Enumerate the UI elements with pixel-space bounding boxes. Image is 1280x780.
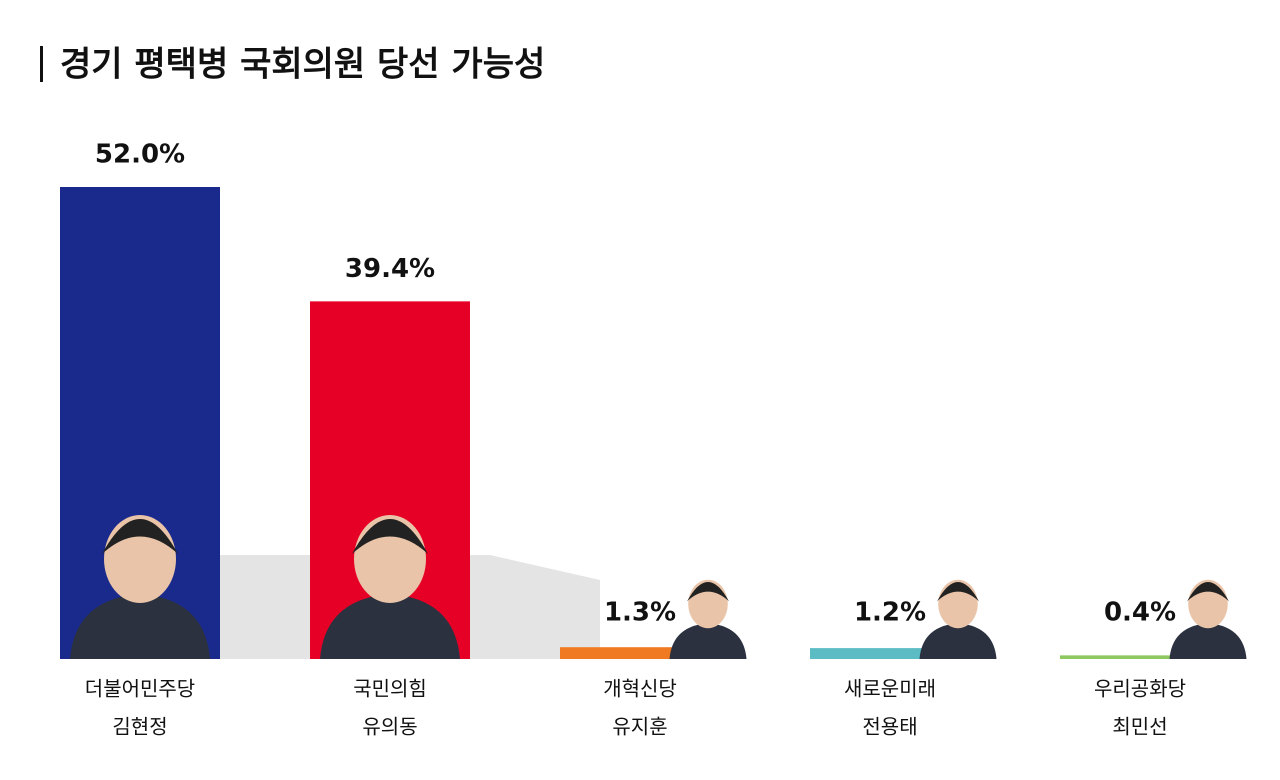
candidate-label: 유지훈 [612, 715, 667, 739]
bar [560, 647, 720, 659]
chart-title: 경기 평택병 국회의원 당선 가능성 [60, 45, 545, 85]
photo-body [919, 623, 997, 659]
category-label: 개혁신당 [603, 677, 677, 701]
value-label: 39.4% [345, 254, 435, 284]
category-label: 국민의힘 [353, 677, 427, 701]
photo-hair [687, 582, 729, 602]
value-label: 0.4% [1104, 598, 1176, 628]
value-label: 52.0% [95, 140, 185, 170]
category-label: 우리공화당 [1094, 677, 1186, 701]
category-label: 더불어민주당 [85, 677, 195, 701]
candidate-label: 전용태 [862, 715, 917, 739]
photo-body [669, 623, 747, 659]
bar [1060, 655, 1220, 659]
category-label: 새로운미래 [844, 677, 936, 701]
candidate-label: 김현정 [112, 715, 167, 739]
title-marker [40, 46, 43, 82]
photo-hair [352, 519, 428, 554]
photo-hair [1187, 582, 1229, 602]
value-label: 1.2% [854, 598, 926, 628]
bar [810, 648, 970, 659]
photo-hair [102, 519, 178, 554]
photo-hair [937, 582, 979, 602]
candidate-label: 최민선 [1112, 715, 1167, 739]
photo-body [70, 594, 210, 659]
value-label: 1.3% [604, 598, 676, 628]
candidate-label: 유의동 [362, 715, 417, 739]
photo-body [320, 594, 460, 659]
photo-body [1169, 623, 1247, 659]
